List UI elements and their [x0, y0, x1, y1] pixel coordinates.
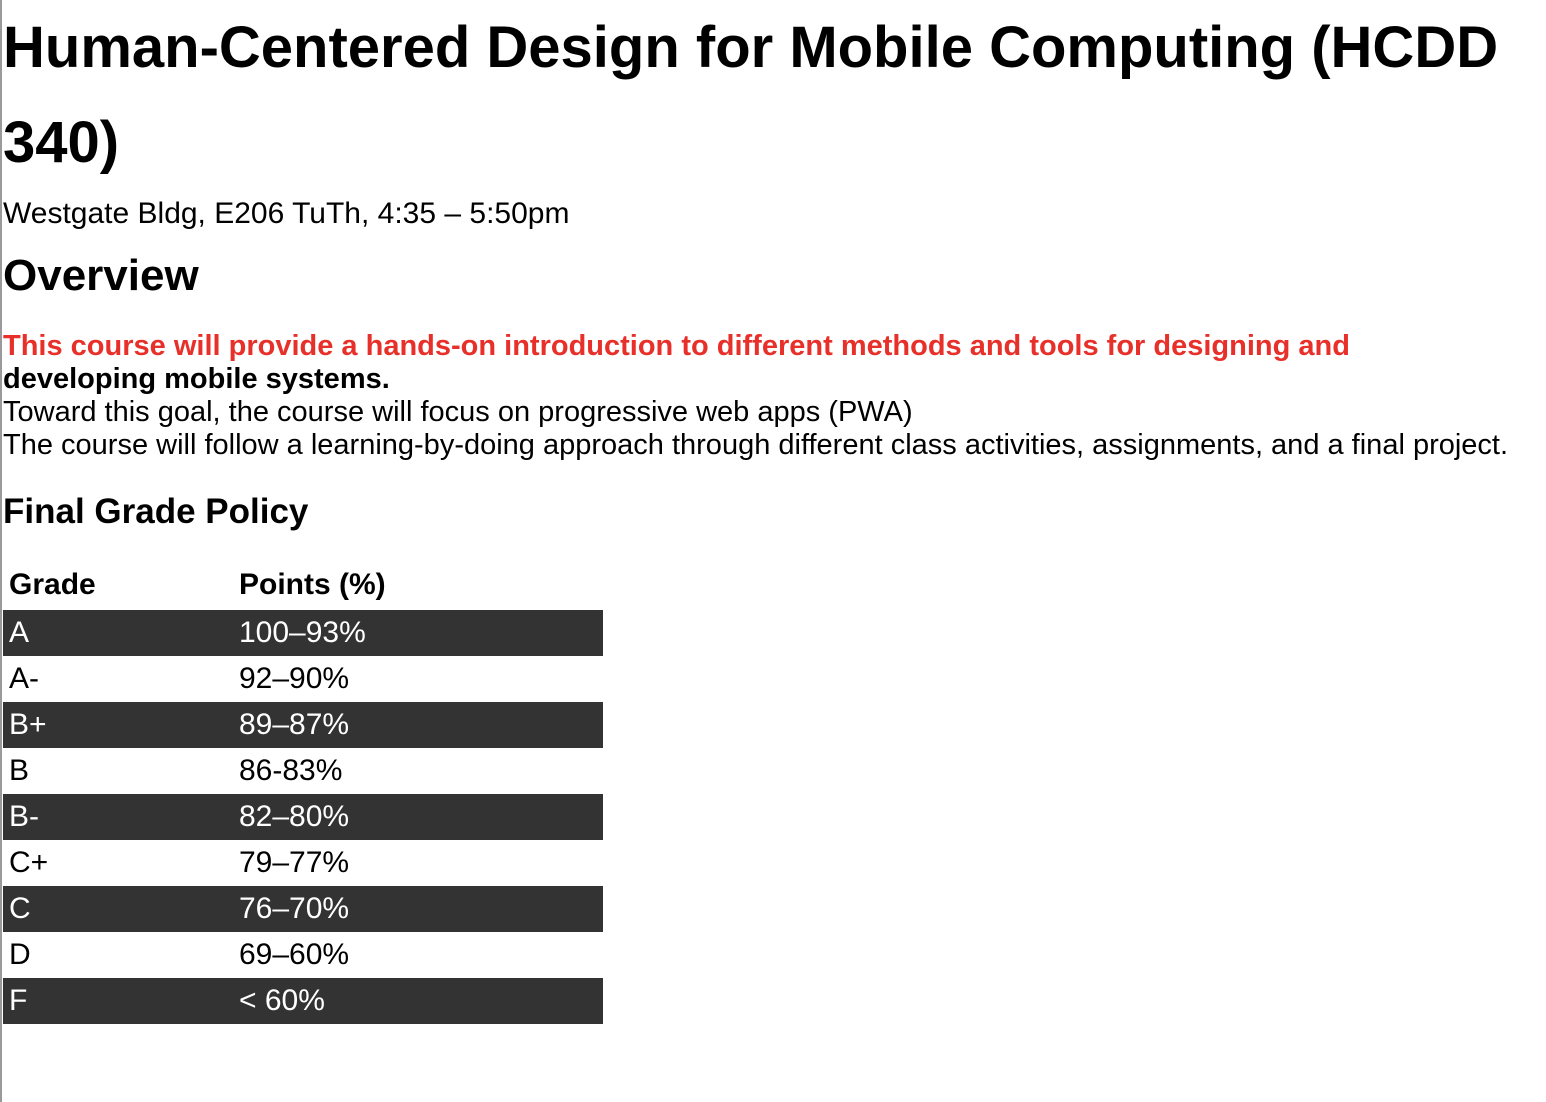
overview-line-2: Toward this goal, the course will focus … — [3, 396, 913, 428]
grade-cell: C+ — [9, 846, 49, 879]
overview-highlight: This course will provide a hands-on intr… — [3, 330, 1350, 362]
grade-cell: B+ — [3, 702, 233, 748]
column-header-grade: Grade — [9, 568, 96, 601]
overview-highlight-rest: developing mobile systems. — [3, 363, 390, 395]
page-content: Human-Centered Design for Mobile Computi… — [3, 0, 1533, 1024]
table-row: A- 92–90% — [3, 656, 603, 702]
points-cell: 76–70% — [233, 886, 603, 932]
table-row: C 76–70% — [3, 886, 603, 932]
column-header-points: Points (%) — [239, 568, 386, 601]
grade-policy-heading: Final Grade Policy — [3, 492, 309, 531]
points-cell: 69–60% — [239, 938, 350, 971]
overview-text: This course will provide a hands-on intr… — [3, 330, 1533, 462]
grade-cell: A — [3, 610, 233, 656]
page-left-border — [0, 0, 2, 1102]
grade-cell: A- — [9, 662, 39, 695]
table-row: C+ 79–77% — [3, 840, 603, 886]
points-cell: 86-83% — [239, 754, 343, 787]
grade-cell: C — [3, 886, 233, 932]
points-cell: < 60% — [233, 978, 603, 1024]
grade-cell: F — [3, 978, 233, 1024]
table-row: B 86-83% — [3, 748, 603, 794]
table-row: B+ 89–87% — [3, 702, 603, 748]
table-row: B- 82–80% — [3, 794, 603, 840]
page-title: Human-Centered Design for Mobile Computi… — [3, 15, 1499, 175]
grade-cell: D — [9, 938, 31, 971]
table-row: D 69–60% — [3, 932, 603, 978]
table-row: A 100–93% — [3, 610, 603, 656]
grade-cell: B — [9, 754, 30, 787]
overview-heading: Overview — [3, 251, 199, 300]
points-cell: 92–90% — [239, 662, 350, 695]
points-cell: 79–77% — [239, 846, 350, 879]
course-location: Westgate Bldg, E206 TuTh, 4:35 – 5:50pm — [3, 197, 570, 230]
points-cell: 100–93% — [233, 610, 603, 656]
grade-table: Grade Points (%) A 100–93% A- 92–90% B+ 89–87… — [3, 560, 603, 1024]
points-cell: 89–87% — [233, 702, 603, 748]
table-row: F < 60% — [3, 978, 603, 1024]
grade-cell: B- — [3, 794, 233, 840]
overview-line-3: The course will follow a learning-by-doi… — [3, 429, 1509, 461]
points-cell: 82–80% — [233, 794, 603, 840]
